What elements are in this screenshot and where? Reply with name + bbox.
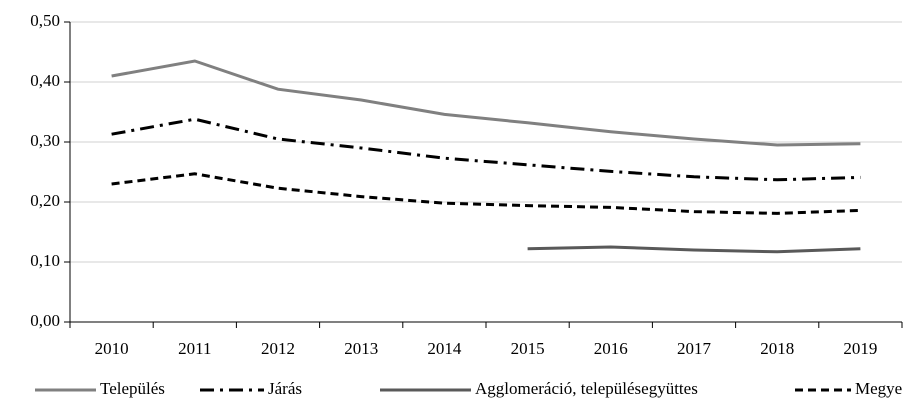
y-tick-label: 0,10 — [30, 251, 60, 270]
legend-label: Járás — [268, 379, 302, 398]
y-tick-label: 0,30 — [30, 131, 60, 150]
y-tick-label: 0,50 — [30, 11, 60, 30]
series-line — [527, 245, 861, 254]
legend-label: Agglomeráció, településegyüttes — [475, 379, 698, 398]
series-line — [111, 117, 861, 182]
x-tick-label: 2019 — [843, 339, 877, 358]
x-tick-label: 2018 — [760, 339, 794, 358]
x-tick-label: 2017 — [677, 339, 712, 358]
y-tick-label: 0,00 — [30, 311, 60, 330]
series-line — [111, 172, 861, 215]
x-tick-label: 2010 — [95, 339, 129, 358]
x-tick-label: 2011 — [178, 339, 211, 358]
y-tick-label: 0,40 — [30, 71, 60, 90]
series-line — [111, 59, 861, 147]
x-tick-label: 2015 — [511, 339, 545, 358]
y-tick-label: 0,20 — [30, 191, 60, 210]
x-tick-label: 2012 — [261, 339, 295, 358]
x-tick-label: 2016 — [594, 339, 628, 358]
x-tick-label: 2013 — [344, 339, 378, 358]
legend-label: Település — [100, 379, 165, 398]
legend-label: Megye — [855, 379, 902, 398]
x-tick-label: 2014 — [427, 339, 462, 358]
